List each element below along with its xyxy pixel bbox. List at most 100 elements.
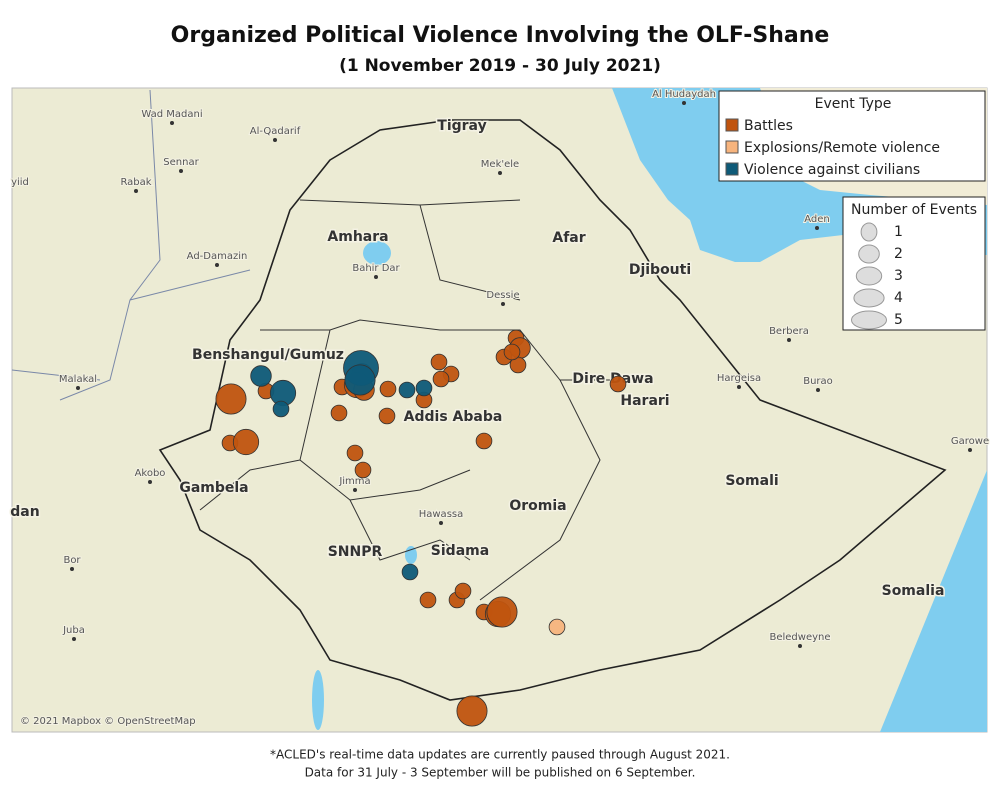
region-label: Tigray <box>437 118 486 134</box>
place-dot <box>798 644 802 648</box>
lake <box>363 241 391 265</box>
place-dot <box>170 121 174 125</box>
event-markers <box>215 329 627 727</box>
region-label: Somalia <box>882 583 945 599</box>
event-marker <box>486 596 518 628</box>
legend-title: Number of Events <box>851 202 977 218</box>
event-marker <box>398 381 416 399</box>
size-swatch <box>851 310 887 330</box>
legend-swatch <box>725 162 739 176</box>
place-label: Hargeisa <box>717 373 761 384</box>
region-label: Harari <box>620 393 669 409</box>
place-label: yiid <box>11 177 29 188</box>
event-marker <box>272 400 290 418</box>
place-label: Bor <box>63 555 81 566</box>
event-marker <box>454 582 472 600</box>
lake <box>312 670 324 730</box>
place-label: Al Hudaydah <box>652 89 716 100</box>
region-label: Afar <box>552 230 585 246</box>
size-swatch <box>855 266 883 286</box>
event-marker <box>232 428 260 456</box>
event-marker <box>432 370 450 388</box>
foreign-borders <box>11 89 251 401</box>
map-labels: Tigray Amhara Afar Benshangul/Gumuz Addis Ab… <box>9 88 990 648</box>
place-label: Dessie <box>486 290 519 301</box>
event-marker <box>344 364 376 396</box>
size-swatch <box>860 222 878 242</box>
event-marker <box>609 375 627 393</box>
event-marker <box>250 365 272 387</box>
place-dot <box>134 189 138 193</box>
place-label: Mek'ele <box>481 159 519 170</box>
attribution: © 2021 Mapbox © OpenStreetMap <box>20 716 196 727</box>
size-label: 3 <box>894 268 903 284</box>
legend-title: Event Type <box>815 96 892 112</box>
size-label: 5 <box>894 312 903 328</box>
event-marker <box>415 379 433 397</box>
place-dot <box>72 637 76 641</box>
region-label: dan <box>10 504 39 520</box>
region-label: Sidama <box>431 543 489 559</box>
size-label: 4 <box>894 290 903 306</box>
place-dot <box>148 480 152 484</box>
place-dot <box>70 567 74 571</box>
event-marker <box>419 591 437 609</box>
region-label: Gambela <box>179 480 248 496</box>
place-label: Al-Qadarif <box>250 126 301 137</box>
event-marker <box>354 461 372 479</box>
size-label: 1 <box>894 224 903 240</box>
place-dot <box>273 138 277 142</box>
place-label: Bahir Dar <box>352 263 400 274</box>
event-marker <box>503 343 521 361</box>
event-marker <box>430 353 448 371</box>
ocean <box>880 470 987 732</box>
region-label: Benshangul/Gumuz <box>192 347 344 363</box>
title: Organized Political Violence Involving t… <box>171 23 830 48</box>
legend-event-type: Event Type Battles Explosions/Remote viol… <box>718 90 986 182</box>
place-dot <box>374 275 378 279</box>
event-marker <box>346 444 364 462</box>
legend-items: Battles Explosions/Remote violence Violenc… <box>725 118 940 178</box>
place-dot <box>439 521 443 525</box>
place-dot <box>353 488 357 492</box>
place-dot <box>501 302 505 306</box>
event-marker <box>215 383 247 415</box>
event-marker <box>379 380 397 398</box>
size-swatch <box>853 288 885 308</box>
legend-label: Battles <box>744 118 793 134</box>
place-label: Sennar <box>163 157 199 168</box>
event-marker <box>401 563 419 581</box>
place-dot <box>682 101 686 105</box>
event-marker <box>378 407 396 425</box>
place-label: Ad-Damazin <box>187 251 248 262</box>
footnote: *ACLED's real-time data updates are curr… <box>270 748 730 762</box>
size-label: 2 <box>894 246 903 262</box>
place-label: Malakal <box>59 374 97 385</box>
region-label: SNNPR <box>328 544 383 560</box>
region-borders <box>199 199 640 601</box>
place-label: Aden <box>804 214 830 225</box>
place-dot <box>787 338 791 342</box>
place-label: Beledweyne <box>769 632 830 643</box>
event-marker <box>548 618 566 636</box>
place-dot <box>737 385 741 389</box>
region-label: Djibouti <box>629 262 691 278</box>
legend-label: Explosions/Remote violence <box>744 140 940 156</box>
legend-label: Violence against civilians <box>744 162 920 178</box>
place-label: Hawassa <box>419 509 464 520</box>
place-label: Akobo <box>135 468 166 479</box>
place-label: Burao <box>803 376 833 387</box>
place-label: Garowe <box>951 436 989 447</box>
place-label: Juba <box>62 625 85 636</box>
region-label: Addis Ababa <box>404 409 503 425</box>
legend-size: Number of Events 1 2 3 4 5 <box>842 196 986 331</box>
footnote: Data for 31 July - 3 September will be p… <box>305 766 696 780</box>
event-marker <box>330 404 348 422</box>
legend-items: 1 2 3 4 5 <box>851 222 903 330</box>
legend-box <box>718 90 986 182</box>
place-label: Berbera <box>769 326 809 337</box>
subtitle: (1 November 2019 - 30 July 2021) <box>339 56 661 76</box>
place-label: Rabak <box>120 177 151 188</box>
place-dot <box>968 448 972 452</box>
